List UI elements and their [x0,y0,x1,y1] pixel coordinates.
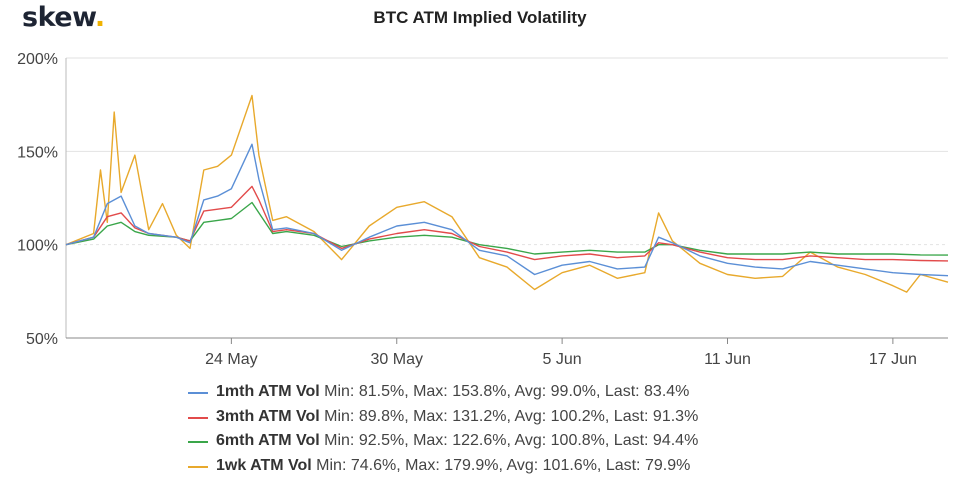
legend-series-name: 3mth ATM Vol [216,408,320,425]
x-tick-label: 11 Jun [704,351,751,368]
x-tick-label: 30 May [371,351,423,368]
legend-series-name: 1mth ATM Vol [216,383,320,400]
legend-swatch [188,417,208,419]
tick-labels: 50% 100% 150% 200% 24 May 30 May 5 Jun 11 Jun 17… [17,51,917,368]
legend-swatch [188,392,208,394]
y-tick-label: 150% [17,144,58,161]
x-tick-label: 5 Jun [543,351,582,368]
y-tick-label: 200% [17,51,58,68]
y-tick-label: 50% [26,331,58,348]
legend-series-stats: Min: 92.5%, Max: 122.6%, Avg: 100.8%, La… [320,432,699,449]
legend: 1mth ATM Vol Min: 81.5%, Max: 153.8%, Av… [188,380,698,478]
legend-item[interactable]: 6mth ATM Vol Min: 92.5%, Max: 122.6%, Av… [188,429,698,454]
legend-series-stats: Min: 89.8%, Max: 131.2%, Avg: 100.2%, La… [320,408,699,425]
x-tick-label: 24 May [205,351,257,368]
series-group [66,96,948,293]
legend-item[interactable]: 1mth ATM Vol Min: 81.5%, Max: 153.8%, Av… [188,380,698,405]
series-line-6mth [66,203,948,256]
y-tick-label: 100% [17,238,58,255]
legend-series-stats: Min: 74.6%, Max: 179.9%, Avg: 101.6%, La… [312,457,691,474]
legend-series-stats: Min: 81.5%, Max: 153.8%, Avg: 99.0%, Las… [320,383,690,400]
legend-item[interactable]: 3mth ATM Vol Min: 89.8%, Max: 131.2%, Av… [188,405,698,430]
legend-swatch [188,441,208,443]
legend-swatch [188,466,208,468]
legend-item[interactable]: 1wk ATM Vol Min: 74.6%, Max: 179.9%, Avg… [188,454,698,478]
x-tick-label: 17 Jun [869,351,917,368]
legend-series-name: 6mth ATM Vol [216,432,320,449]
legend-series-name: 1wk ATM Vol [216,457,312,474]
